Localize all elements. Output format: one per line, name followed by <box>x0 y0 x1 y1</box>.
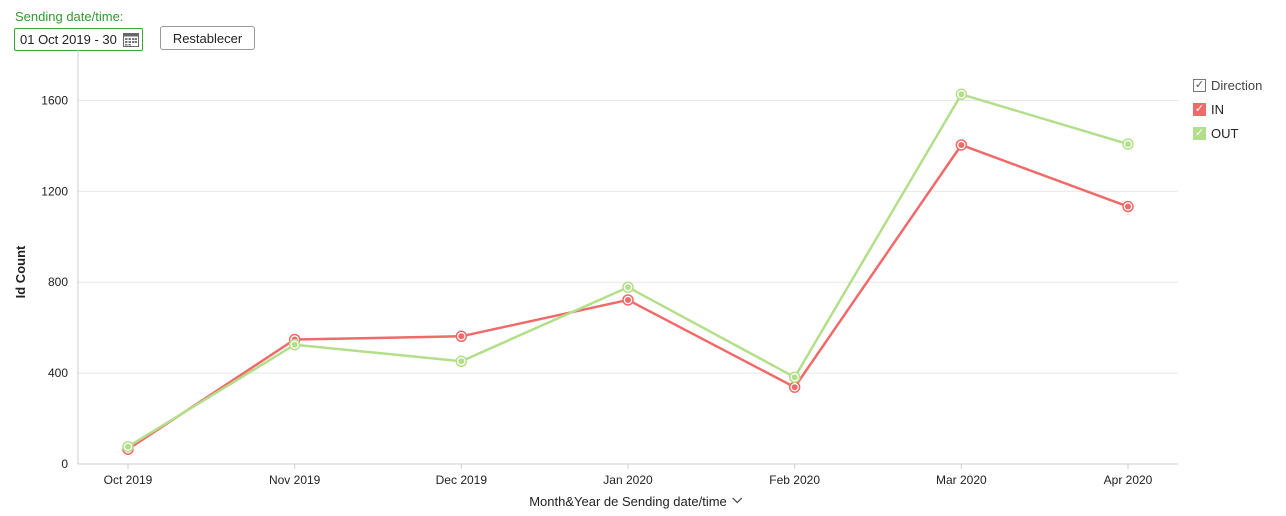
legend-label-out: OUT <box>1211 125 1239 141</box>
y-tick-label: 0 <box>61 457 68 471</box>
data-point-dot-out <box>791 374 798 381</box>
data-point-dot-in <box>625 296 631 303</box>
data-point-dot-out <box>125 443 131 450</box>
x-tick-label: Dec 2019 <box>436 473 488 487</box>
data-point-dot-in <box>958 141 965 148</box>
series-line-out <box>127 93 1129 448</box>
data-point-dot-out <box>625 284 631 291</box>
x-tick-label: Mar 2020 <box>936 473 987 487</box>
data-point-dot-out <box>291 341 298 348</box>
legend-checkbox-out[interactable]: ✓ <box>1193 126 1206 140</box>
y-tick-label: 1600 <box>41 93 68 107</box>
y-tick-label: 400 <box>48 366 68 380</box>
data-point-dot-out <box>958 91 965 98</box>
calendar-icon[interactable] <box>123 32 139 47</box>
chevron-down-icon <box>732 497 743 504</box>
date-range-value: 01 Oct 2019 - 30 <box>20 32 117 47</box>
reset-button[interactable]: Restablecer <box>160 26 255 50</box>
legend-title: Direction <box>1211 77 1263 93</box>
legend-checkbox-in[interactable]: ✓ <box>1193 102 1206 116</box>
x-tick-label: Jan 2020 <box>603 473 653 487</box>
date-range-input[interactable]: 01 Oct 2019 - 30 <box>14 28 143 51</box>
x-tick-label: Nov 2019 <box>269 473 321 487</box>
legend-item-out[interactable]: ✓ OUT <box>1193 121 1262 145</box>
legend-label-in: IN <box>1211 101 1224 117</box>
x-tick-label: Feb 2020 <box>769 473 820 487</box>
x-tick-label: Apr 2020 <box>1104 473 1153 487</box>
x-axis-title: Month&Year de Sending date/time <box>529 494 727 509</box>
data-point-dot-in <box>458 333 465 340</box>
y-tick-label: 800 <box>48 275 68 289</box>
data-point-dot-out <box>458 358 465 365</box>
legend-item-in[interactable]: ✓ IN <box>1193 97 1262 121</box>
y-tick-label: 1200 <box>41 184 68 198</box>
data-point-dot-in <box>1125 203 1131 210</box>
filter-label: Sending date/time: <box>15 9 124 24</box>
legend-title-row[interactable]: ✓ Direction <box>1193 73 1262 97</box>
x-tick-label: Oct 2019 <box>104 473 153 487</box>
legend-title-checkbox[interactable]: ✓ <box>1193 78 1206 92</box>
data-point-dot-out <box>1125 141 1131 148</box>
legend: ✓ Direction ✓ IN ✓ OUT <box>1193 73 1262 145</box>
data-point-dot-in <box>791 384 798 391</box>
y-axis-title: Id Count <box>13 245 28 298</box>
